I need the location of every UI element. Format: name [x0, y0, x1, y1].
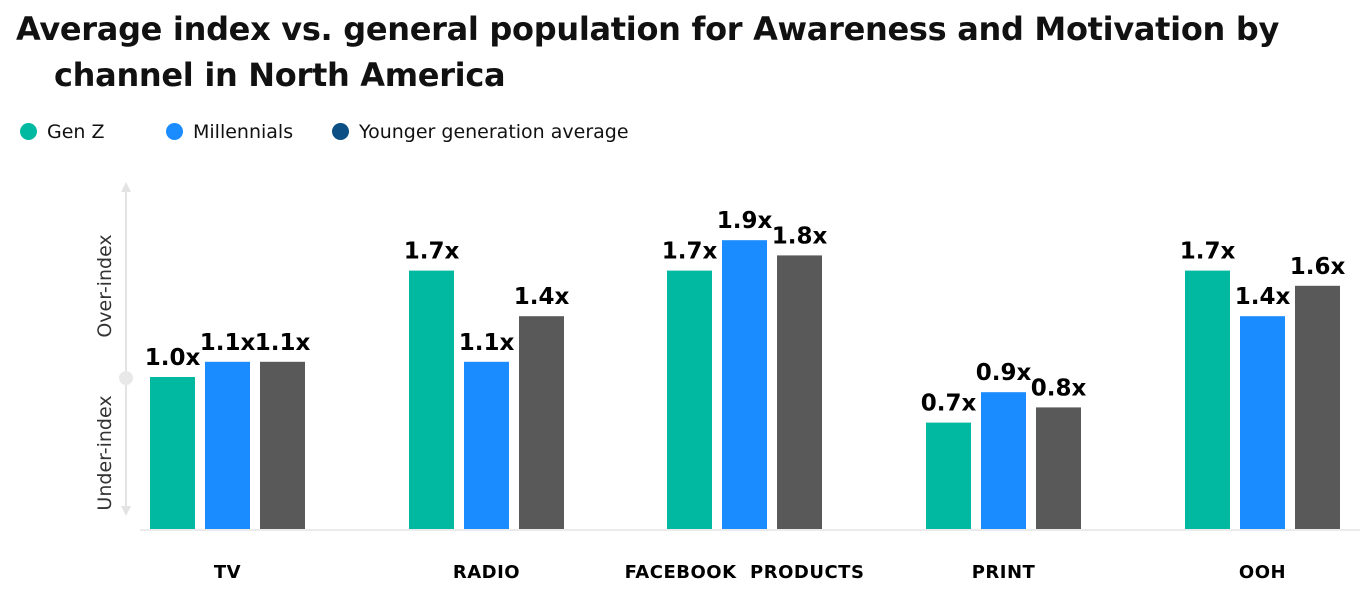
bar-value-label: 0.9x	[976, 360, 1032, 386]
category-label: TV	[214, 562, 241, 583]
chart-title-line2: channel in North America	[54, 56, 506, 94]
legend-item-millennials: Millennials	[166, 118, 293, 146]
y-axis-label-under-index: Under-index	[94, 395, 116, 510]
bar-3-2	[1036, 407, 1081, 529]
bar-3-1	[981, 392, 1026, 529]
y-axis-midpoint	[119, 371, 133, 385]
bar-1-1	[464, 361, 509, 529]
bar-4-1	[1240, 316, 1285, 529]
bar-0-1	[205, 361, 250, 529]
bar-value-label: 1.1x	[255, 330, 311, 356]
chart-title: Average index vs. general population for…	[16, 6, 1316, 98]
bar-value-label: 1.7x	[1180, 239, 1236, 265]
legend-swatch-younger-average	[332, 123, 349, 140]
y-axis-label-over-index: Over-index	[94, 234, 116, 337]
category-label: PRINT	[972, 562, 1036, 583]
bar-value-label: 1.4x	[1235, 284, 1291, 310]
legend-swatch-millennials	[166, 123, 183, 140]
legend-item-younger-average: Younger generation average	[332, 118, 629, 146]
legend-item-gen-z: Gen Z	[20, 118, 105, 146]
y-axis-down-arrow	[121, 506, 131, 516]
bar-4-2	[1295, 285, 1340, 529]
bar-value-label: 1.8x	[772, 223, 828, 249]
chart-title-line1: Average index vs. general population for…	[16, 10, 1280, 48]
bars	[150, 240, 1340, 529]
bar-1-2	[519, 316, 564, 529]
legend-label-gen-z: Gen Z	[47, 121, 105, 143]
legend-label-millennials: Millennials	[193, 121, 294, 143]
legend-label-younger-average: Younger generation average	[359, 121, 629, 143]
bar-value-label: 1.0x	[145, 345, 201, 371]
bar-0-0	[150, 377, 195, 529]
bar-3-0	[926, 422, 971, 529]
category-label: FACEBOOK PRODUCTS	[625, 562, 865, 583]
bar-0-2	[260, 361, 305, 529]
category-label: RADIO	[453, 562, 520, 583]
bar-value-label: 0.7x	[921, 391, 977, 417]
y-axis: Over-index Under-index	[94, 182, 1360, 531]
bar-value-label: 1.9x	[717, 208, 773, 234]
bar-4-0	[1185, 270, 1230, 529]
bar-value-label: 1.7x	[404, 239, 460, 265]
bar-2-2	[777, 255, 822, 529]
legend-swatch-gen-z	[20, 123, 37, 140]
bar-value-labels: 1.0x1.1x 1.1x1.7x1.1x1.4x1.7x1.9x1.8x0.7x…	[145, 208, 1346, 416]
bar-1-0	[409, 270, 454, 529]
bar-2-1	[722, 240, 767, 529]
category-labels: TV RADIO FACEBOOK PRODUCTS PRINT OOH	[214, 562, 1286, 583]
category-label: OOH	[1239, 562, 1286, 583]
bar-value-label: 1.7x	[662, 239, 718, 265]
bar-value-label: 0.8x	[1031, 375, 1087, 401]
bar-value-label: 1.1x	[459, 330, 515, 356]
bar-2-0	[667, 270, 712, 529]
bar-value-label: 1.6x	[1290, 254, 1346, 280]
y-axis-up-arrow	[121, 182, 131, 192]
bar-value-label: 1.1x	[200, 330, 256, 356]
bar-value-label: 1.4x	[514, 284, 570, 310]
